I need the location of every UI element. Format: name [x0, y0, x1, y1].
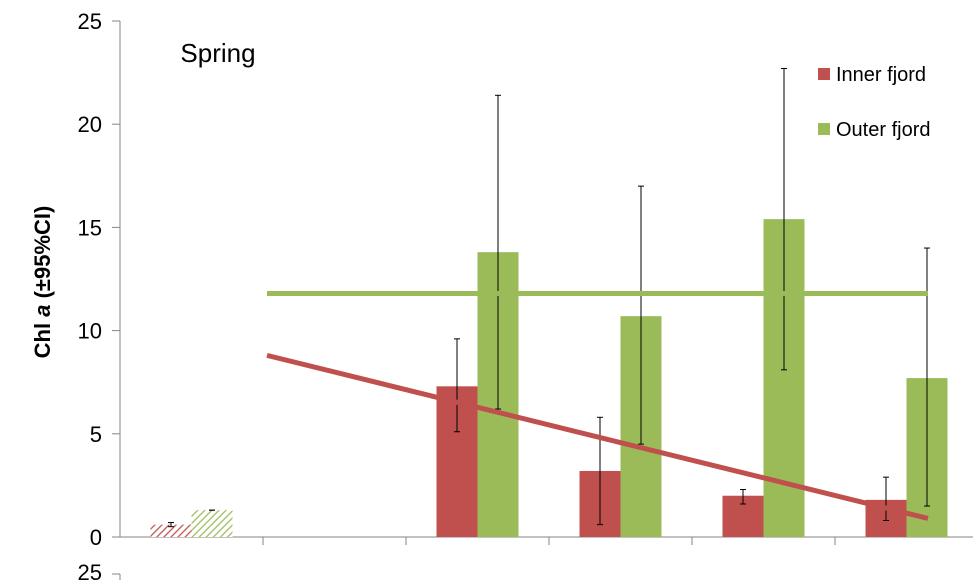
trendlines — [266, 290, 929, 521]
trendline-inner — [266, 352, 929, 521]
axes: 0 5 10 15 20 25 — [78, 9, 973, 550]
y-axis-title: Chl a (±95%CI) — [30, 206, 55, 359]
next-panel-tick-label: 25 — [78, 560, 102, 580]
y-axis-title-italic: a — [30, 305, 55, 317]
legend: Inner fjord Outer fjord — [818, 64, 930, 141]
y-tick-label: 20 — [78, 112, 102, 137]
y-tick-label: 10 — [78, 319, 102, 344]
bar-inner-0 — [150, 524, 192, 537]
y-axis-title-tail: (±95%CI) — [30, 206, 55, 305]
legend-swatch-inner — [818, 68, 830, 80]
legend-label-outer: Outer fjord — [836, 119, 930, 141]
bars — [150, 219, 948, 538]
y-tick-label: 15 — [78, 215, 102, 240]
y-tick-label: 5 — [90, 422, 102, 447]
y-tick-label: 0 — [90, 525, 102, 550]
y-tick-label: 25 — [78, 9, 102, 34]
error-bars — [168, 67, 930, 528]
panel-annotation: Spring — [180, 38, 255, 68]
y-axis-title-main: Chl — [30, 317, 55, 359]
bar-outer-0 — [191, 510, 233, 537]
legend-label-inner: Inner fjord — [836, 64, 926, 86]
legend-swatch-outer — [818, 123, 830, 135]
